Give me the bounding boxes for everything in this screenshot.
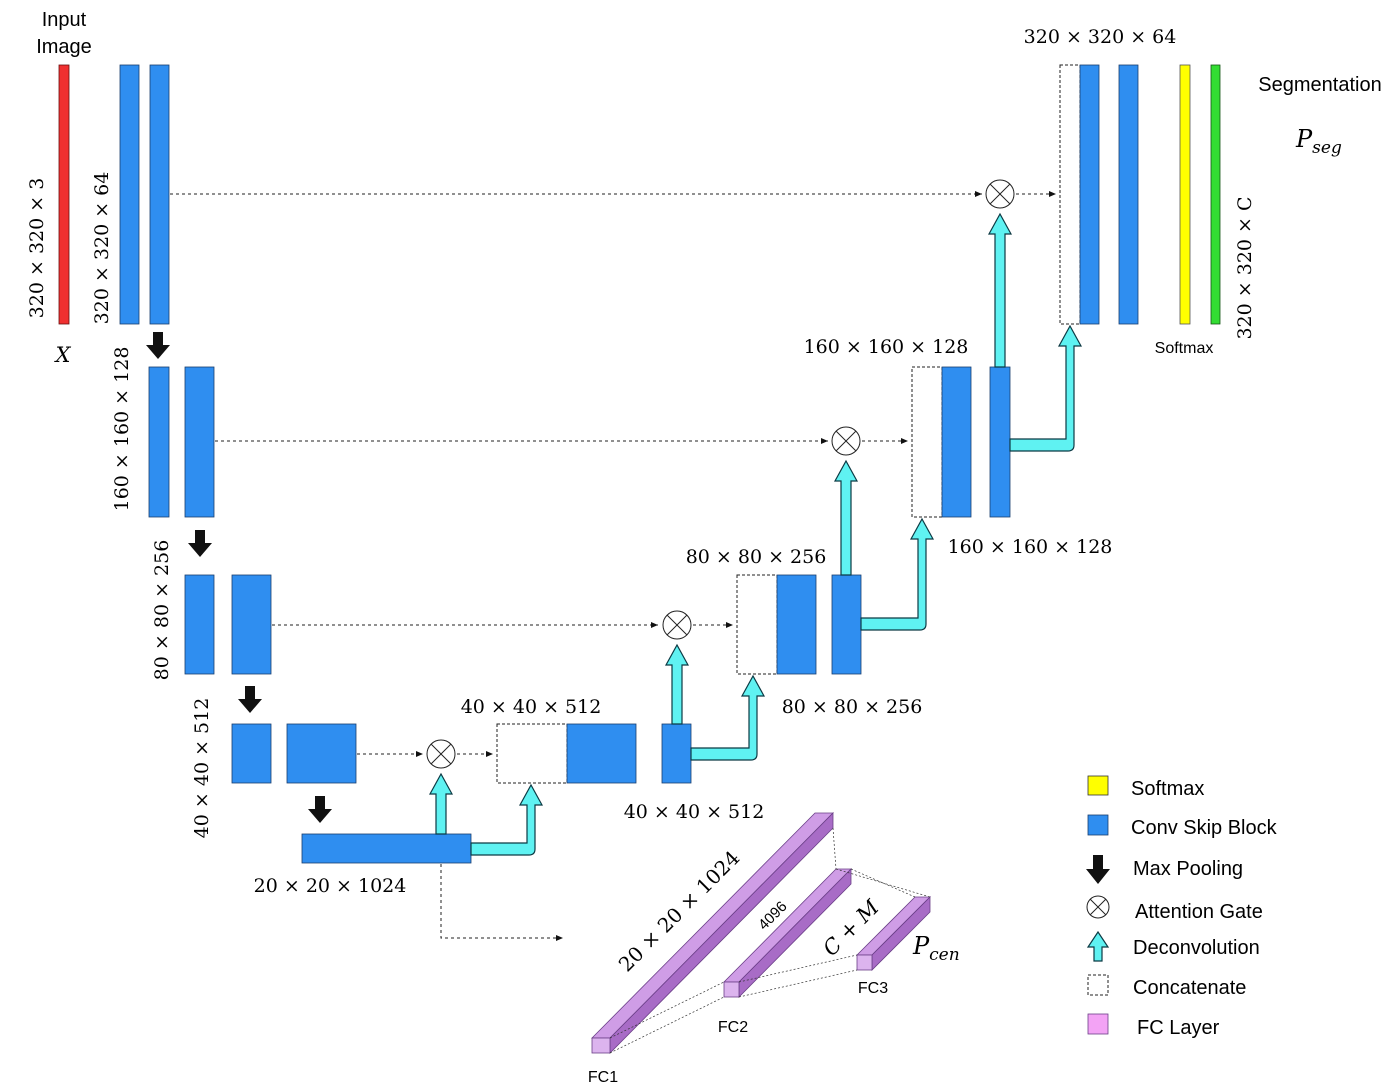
deconv-arrow-dec4-concat: [690, 674, 766, 761]
dec4-top-label: 40 × 40 × 512: [461, 696, 602, 718]
dec1-concat-block: [1059, 64, 1081, 325]
legend-deconvolution-icon: [1086, 930, 1110, 962]
dec3-conv-block: [776, 574, 817, 675]
dec4-bottom-label: 40 × 40 × 512: [624, 801, 765, 823]
fc3-layer: [856, 896, 931, 971]
dec3-top-label: 80 × 80 × 256: [686, 546, 827, 568]
deconv-arrow-dec2-concat: [1009, 324, 1083, 452]
attention-gate-1: [985, 179, 1015, 209]
max-pool-arrow-4: [308, 796, 332, 823]
input-image-block: [58, 64, 70, 325]
legend-conv-swatch: [1087, 814, 1109, 836]
enc4-dim-label: 40 × 40 × 512: [191, 698, 213, 839]
legend-fc-label: FC Layer: [1137, 1017, 1220, 1039]
dec2-conv-block: [941, 366, 972, 518]
dec2-out-block: [989, 366, 1011, 518]
fc2-label: FC2: [718, 1019, 748, 1036]
attention-gate-4: [426, 739, 456, 769]
deconv-arrow-dec3-gate: [833, 459, 859, 576]
attention-gate-3: [662, 610, 692, 640]
enc4-conv-block-b: [286, 723, 357, 784]
bottleneck-block: [301, 833, 472, 864]
enc3-conv-block-a: [184, 574, 215, 675]
legend-attention-gate-label: Attention Gate: [1135, 901, 1263, 923]
legend-concatenate-label: Concatenate: [1133, 977, 1246, 999]
enc2-conv-block-a: [148, 366, 170, 518]
dec1-conv-block-b: [1118, 64, 1139, 325]
legend-max-pool-label: Max Pooling: [1133, 858, 1243, 880]
deconv-arrow-dec4-gate: [664, 643, 690, 725]
max-pool-arrow-2: [188, 530, 212, 557]
legend-conv-label: Conv Skip Block: [1131, 817, 1278, 839]
segmentation-label: Segmentation: [1258, 74, 1381, 96]
deconv-arrow-bneck-concat: [470, 783, 544, 856]
legend-fc-swatch: [1087, 1013, 1109, 1035]
legend-max-pool-icon: [1086, 855, 1110, 884]
legend-softmax-label: Softmax: [1131, 778, 1204, 800]
dec4-conv-block: [566, 723, 637, 784]
enc1-dim-label: 320 × 320 × 64: [91, 172, 113, 325]
softmax-block: [1179, 64, 1191, 325]
enc2-conv-block-b: [184, 366, 215, 518]
bottleneck-dim-label: 20 × 20 × 1024: [254, 875, 407, 897]
fc-connections: [609, 827, 931, 1054]
dec1-conv-block-a: [1079, 64, 1100, 325]
input-dim-label: 320 × 320 × 3: [26, 178, 48, 319]
max-pool-arrow-1: [146, 332, 170, 359]
enc4-conv-block-a: [231, 723, 272, 784]
enc3-conv-block-b: [231, 574, 272, 675]
dec3-concat-block: [736, 574, 778, 675]
output-dim-label: 320 × 320 × C: [1234, 196, 1256, 339]
legend-concatenate-swatch: [1087, 974, 1109, 996]
legend-deconvolution-label: Deconvolution: [1133, 937, 1260, 959]
enc1-conv-block-b: [149, 64, 170, 325]
dec2-top-label: 160 × 160 × 128: [804, 336, 969, 358]
fc3-label: FC3: [858, 980, 888, 997]
deconv-arrow-dec3-concat: [860, 517, 935, 631]
fc1-label: FC1: [588, 1069, 618, 1086]
legend-softmax-swatch: [1087, 775, 1109, 796]
dec3-out-block: [831, 574, 862, 675]
input-title-line2: Image: [36, 36, 92, 58]
enc3-dim-label: 80 × 80 × 256: [151, 540, 173, 681]
softmax-block-label: Softmax: [1155, 340, 1214, 357]
legend-attention-gate-icon: [1086, 895, 1110, 919]
bottleneck-to-fc-link: [440, 864, 563, 941]
deconv-arrow-bneck-gate: [428, 772, 454, 835]
attention-gate-2: [831, 426, 861, 456]
dec2-bottom-label: 160 × 160 × 128: [948, 536, 1113, 558]
fc1-layer: [591, 812, 834, 1054]
input-var-x: X: [54, 343, 72, 367]
dec4-out-block: [661, 723, 692, 784]
enc2-dim-label: 160 × 160 × 128: [111, 347, 133, 512]
dec2-concat-block: [911, 366, 943, 518]
dec1-top-label: 320 × 320 × 64: [1024, 26, 1177, 48]
deconv-arrow-dec2-gate: [987, 212, 1013, 368]
input-title-line1: Input: [42, 9, 87, 31]
dec3-bottom-label: 80 × 80 × 256: [782, 696, 923, 718]
p-seg-label: Pseg: [1295, 125, 1342, 158]
p-cen-label: Pcen: [912, 932, 960, 965]
output-block: [1210, 64, 1221, 325]
legend: Softmax Conv Skip Block Max Pooling Atte…: [1086, 775, 1278, 1039]
enc1-conv-block-a: [119, 64, 140, 325]
dec4-concat-block: [496, 723, 568, 784]
max-pool-arrow-3: [238, 686, 262, 713]
